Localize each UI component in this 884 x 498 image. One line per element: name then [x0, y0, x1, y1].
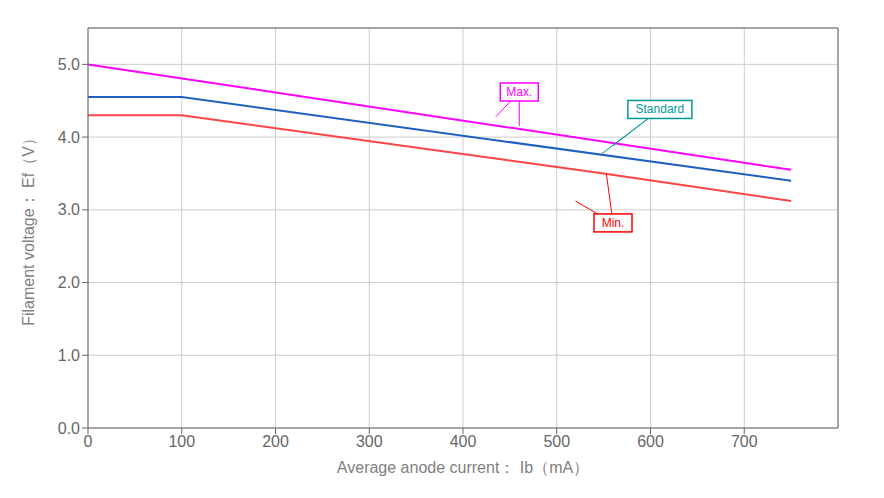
svg-text:100: 100: [168, 433, 195, 450]
svg-text:Filament voltage： Ef（V）: Filament voltage： Ef（V）: [20, 130, 37, 326]
svg-text:Max.: Max.: [506, 85, 532, 99]
svg-text:Standard: Standard: [636, 102, 685, 116]
svg-text:300: 300: [356, 433, 383, 450]
svg-text:0.0: 0.0: [58, 420, 80, 437]
svg-text:4.0: 4.0: [58, 129, 80, 146]
svg-text:200: 200: [262, 433, 289, 450]
svg-text:500: 500: [543, 433, 570, 450]
svg-text:2.0: 2.0: [58, 274, 80, 291]
svg-text:400: 400: [450, 433, 477, 450]
svg-text:1.0: 1.0: [58, 347, 80, 364]
svg-text:3.0: 3.0: [58, 201, 80, 218]
svg-text:0: 0: [84, 433, 93, 450]
svg-text:Min.: Min.: [602, 216, 625, 230]
svg-text:Average anode current： Ib（mA）: Average anode current： Ib（mA）: [337, 459, 589, 476]
svg-text:600: 600: [637, 433, 664, 450]
svg-text:5.0: 5.0: [58, 56, 80, 73]
svg-text:700: 700: [731, 433, 758, 450]
